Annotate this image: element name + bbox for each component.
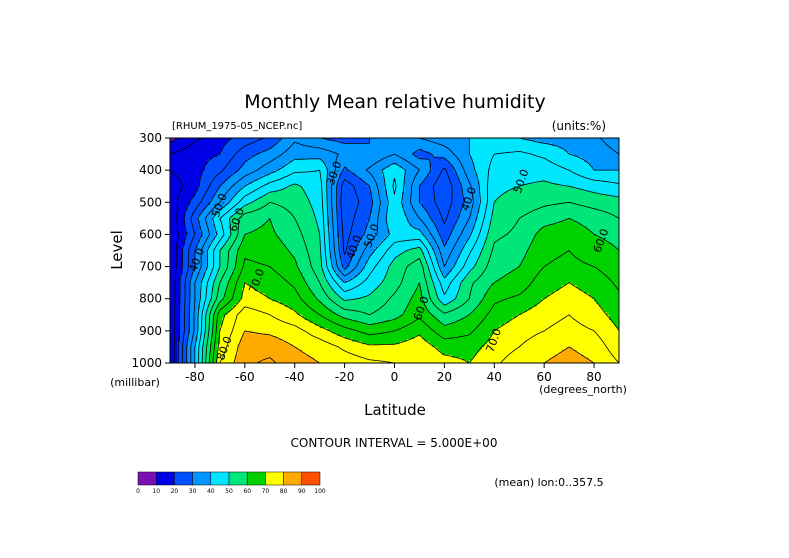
chart-title: Monthly Mean relative humidity xyxy=(244,91,546,113)
dataset-label: [RHUM_1975-05_NCEP.nc] xyxy=(172,121,302,132)
units-label: (units:%) xyxy=(552,119,606,133)
